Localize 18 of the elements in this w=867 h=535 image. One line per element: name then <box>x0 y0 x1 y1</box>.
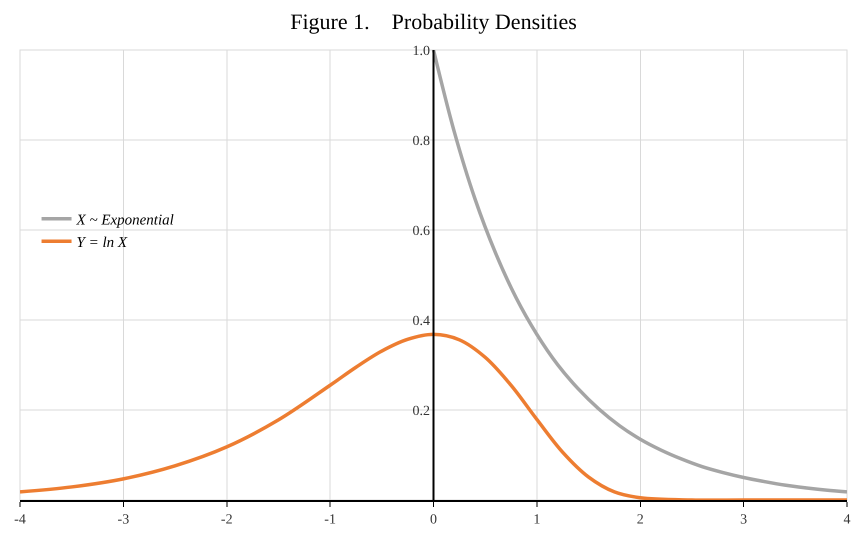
y-tick-label: 0.2 <box>412 404 430 419</box>
x-tick-label: 4 <box>844 512 850 528</box>
legend-label: Y = ln X <box>76 235 128 252</box>
x-tick-label: 2 <box>636 512 644 528</box>
x-tick-label: 0 <box>430 512 437 528</box>
chart-title: Figure 1. Probability Densities <box>290 8 577 34</box>
x-tick-label: -4 <box>14 512 26 528</box>
x-tick-label: -2 <box>220 512 233 528</box>
legend-label: X ~ Exponential <box>76 212 174 229</box>
y-tick-label: 1.0 <box>412 44 430 59</box>
y-tick-label: 0.8 <box>412 134 430 149</box>
y-tick-label: 0.6 <box>412 224 430 239</box>
y-tick-label: 0.4 <box>412 314 430 329</box>
x-tick-label: -3 <box>118 512 130 528</box>
line-series <box>432 50 847 494</box>
x-tick-label: 1 <box>533 512 540 528</box>
x-tick-label: -1 <box>324 512 336 528</box>
x-tick-label: 3 <box>740 512 748 528</box>
